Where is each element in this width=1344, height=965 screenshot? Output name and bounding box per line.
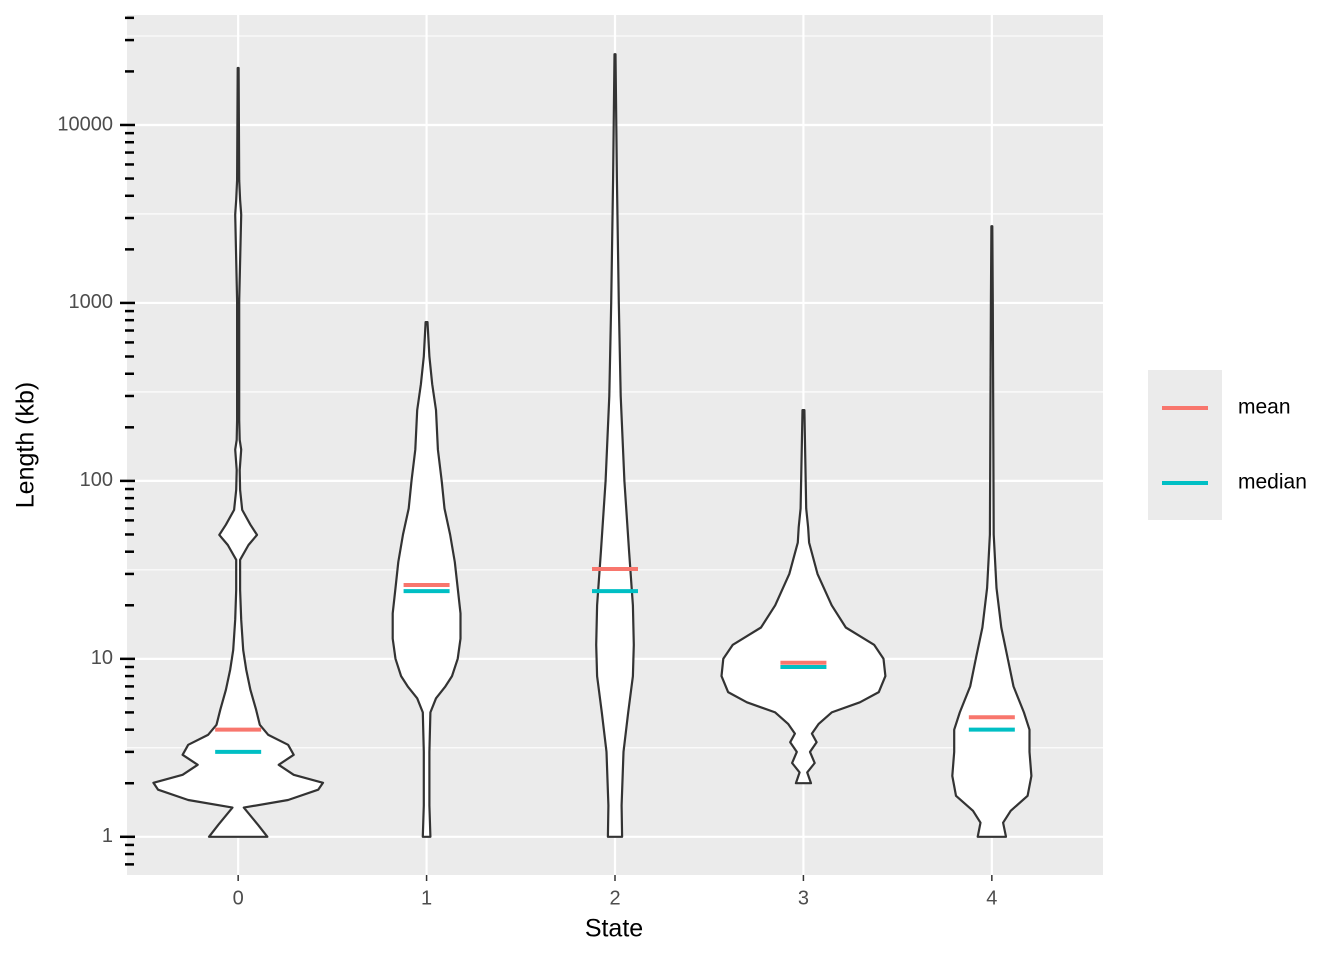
y-tick-label: 1: [102, 825, 113, 847]
y-tick-label: 10000: [57, 113, 113, 135]
y-tick-label: 100: [80, 469, 113, 491]
violin: [391, 321, 462, 838]
y-tick-label: 1000: [69, 291, 114, 313]
x-tick-label: 4: [986, 887, 997, 909]
violin: [152, 66, 325, 838]
x-tick-label: 2: [609, 887, 620, 909]
x-tick-label: 0: [233, 887, 244, 909]
x-axis-title: State: [585, 915, 643, 943]
y-axis-title: Length (kb): [12, 382, 40, 508]
violin: [951, 225, 1033, 838]
marks: [152, 53, 1033, 838]
x-tick-label: 1: [421, 887, 432, 909]
violin: [595, 53, 635, 838]
legend-label: median: [1238, 471, 1307, 494]
y-tick-label: 10: [91, 647, 113, 669]
violin: [720, 409, 887, 785]
legend-box: [1148, 370, 1222, 520]
legend-label: mean: [1238, 396, 1291, 419]
x-tick-label: 3: [798, 887, 809, 909]
